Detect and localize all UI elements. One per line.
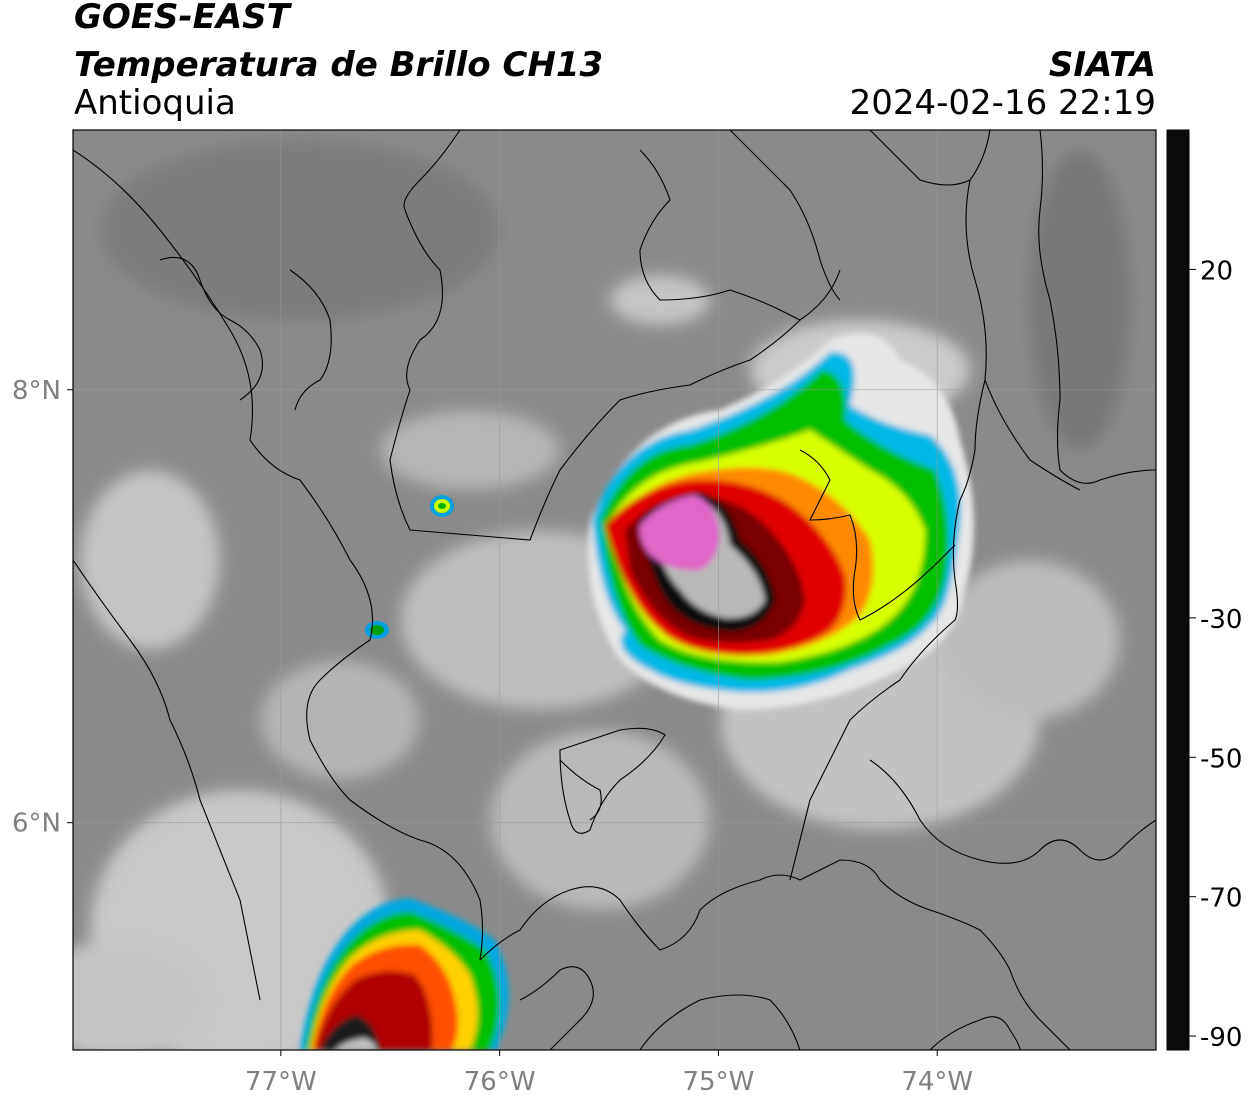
- longitude-axis: 77°W 76°W 75°W 74°W: [245, 1050, 973, 1097]
- latitude-axis: 8°N 6°N: [12, 376, 73, 839]
- storm-cell-small-a: [430, 495, 454, 517]
- lon-tick-label: 76°W: [464, 1067, 536, 1097]
- lat-tick-label: 8°N: [12, 376, 61, 406]
- colorbar: 20 -30 -50 -70 -90: [1166, 129, 1242, 1053]
- graticule: [73, 130, 1156, 1050]
- lon-tick-label: 75°W: [683, 1067, 755, 1097]
- satellite-title: GOES-EAST: [74, 0, 290, 37]
- storm-cell-main: [588, 333, 974, 710]
- storm-cell-small-b: [365, 621, 389, 639]
- colorbar-ticks: 20 -30 -50 -70 -90: [1189, 256, 1242, 1053]
- political-boundaries: [73, 130, 1156, 1050]
- colorbar-tick-label: 20: [1200, 256, 1233, 286]
- lat-tick-label: 6°N: [12, 809, 61, 839]
- colorbar-tick-label: -50: [1200, 744, 1242, 774]
- product-title: Temperatura de Brillo CH13: [74, 45, 604, 85]
- map-panel: [73, 130, 1156, 1050]
- colorbar-tick-label: -90: [1200, 1023, 1242, 1053]
- region-subtitle: Antioquia: [74, 83, 236, 123]
- colorbar-bar: [1166, 129, 1190, 1051]
- lon-tick-label: 77°W: [245, 1067, 317, 1097]
- organization-label: SIATA: [1048, 45, 1156, 85]
- colorbar-tick-label: -30: [1200, 605, 1242, 635]
- map-frame: [72, 129, 1157, 1051]
- cloud-patches: [73, 140, 1130, 1050]
- timestamp-label: 2024-02-16 22:19: [849, 83, 1156, 123]
- colorbar-tick-label: -70: [1200, 884, 1242, 914]
- storm-cell-southwest: [300, 898, 509, 1050]
- lon-tick-label: 74°W: [901, 1067, 973, 1097]
